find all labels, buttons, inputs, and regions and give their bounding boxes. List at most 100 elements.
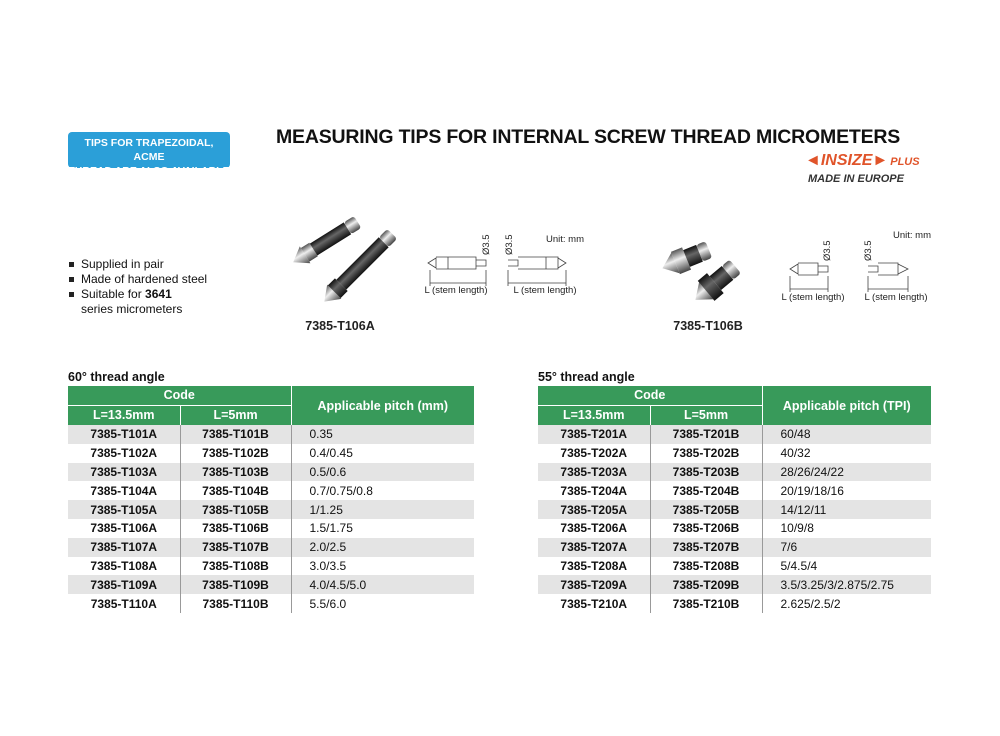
code-cell: 7385-T102B xyxy=(180,443,292,463)
length-label: L (stem length) xyxy=(864,292,927,303)
pitch-cell: 2.625/2.5/2 xyxy=(780,596,841,611)
table-row: 7385-T205A 7385-T205B 14/12/11 xyxy=(538,500,931,519)
code-cell: 7385-T207B xyxy=(650,537,763,557)
pitch-cell: 28/26/24/22 xyxy=(762,462,931,482)
code-cell: 7385-T210A xyxy=(538,594,651,613)
code-cell: 7385-T205B xyxy=(650,500,763,519)
pitch-cell: 10/9/8 xyxy=(780,521,814,536)
tip-image xyxy=(695,260,740,301)
table-row: 7385-T208A 7385-T208B 5/4.5/4 xyxy=(538,556,931,576)
feature: Made of hardened steel xyxy=(68,272,207,287)
table-row: 7385-T209A 7385-T209B 3.5/3.25/3/2.875/2.7… xyxy=(538,575,931,595)
pitch-cell: 7/6 xyxy=(762,537,931,557)
code-cell: 7385-T107A xyxy=(68,537,181,557)
table-row: 7385-T103A 7385-T103B 0.5/0.6 xyxy=(68,462,474,482)
code-cell: 7385-T101B xyxy=(180,425,292,444)
code-cell: 7385-T201A xyxy=(538,425,651,444)
pitch-cell: 2.0/2.5 xyxy=(291,537,474,557)
feature-list: Supplied in pair Made of hardened steel … xyxy=(68,257,207,317)
code-cell: 7385-T206A xyxy=(538,518,651,538)
code-cell: 7385-T205A xyxy=(538,500,651,519)
code-cell: 7385-T105B xyxy=(180,500,292,519)
tip-image xyxy=(662,242,712,275)
diameter-label: Ø3.5 xyxy=(863,240,874,261)
code-cell: 7385-T209B xyxy=(650,575,763,595)
pitch-cell: 5.5/6.0 xyxy=(309,596,347,611)
code-header: Code xyxy=(538,386,762,406)
table-row: 7385-T110A 7385-T110B 5.5/6.0 xyxy=(68,594,474,613)
table-row: 7385-T105A 7385-T105B 1/1.25 xyxy=(68,500,474,519)
pitch-table: Code Applicable pitch (TPI) L=13.5mm L=5mm 7… xyxy=(538,386,931,613)
column-header: L=5mm xyxy=(650,405,763,425)
table-row: 7385-T202A 7385-T202B 40/32 xyxy=(538,443,931,463)
pitch-header: Applicable pitch (mm) xyxy=(290,386,474,425)
code-cell: 7385-T106B xyxy=(180,518,292,538)
column-header: L=13.5mm xyxy=(68,405,181,425)
length-label: L (stem length) xyxy=(513,285,576,296)
code-cell: 7385-T202B xyxy=(650,443,763,463)
page-title: MEASURING TIPS FOR INTERNAL SCREW THREAD… xyxy=(276,126,901,148)
badge-line: TIPS FOR TRAPEZOIDAL, ACME xyxy=(84,137,214,163)
code-cell: 7385-T110A xyxy=(68,594,181,613)
brand-name: INSIZE xyxy=(820,152,873,169)
code-cell: 7385-T207A xyxy=(538,537,651,557)
origin: MADE IN EUROPE xyxy=(808,173,904,185)
code-cell: 7385-T109B xyxy=(180,575,292,595)
code-cell: 7385-T210B xyxy=(650,594,763,613)
table-row: 7385-T102A 7385-T102B 0.4/0.45 xyxy=(68,443,474,463)
table-row: 7385-T104A 7385-T104B 0.7/0.75/0.8 xyxy=(68,481,474,501)
table-caption: 60° thread angle xyxy=(68,370,165,384)
tip-image xyxy=(324,230,396,302)
table-row: 7385-T201A 7385-T201B 60/48 xyxy=(538,425,931,444)
pitch-cell: 4.0/4.5/5.0 xyxy=(291,575,474,595)
code-cell: 7385-T101A xyxy=(68,425,181,444)
pitch-cell: 40/32 xyxy=(780,446,811,461)
table-row: 7385-T108A 7385-T108B 3.0/3.5 xyxy=(68,556,474,576)
table-row: 7385-T106A 7385-T106B 1.5/1.75 xyxy=(68,518,474,538)
column-header: L=5mm xyxy=(180,405,292,425)
length-label: L (stem length) xyxy=(781,292,844,303)
badge-line: THREAD ARE ALSO AVAILABLE xyxy=(68,165,230,177)
code-cell: 7385-T201B xyxy=(650,425,763,444)
code-cell: 7385-T203A xyxy=(538,462,651,482)
brand-suffix: PLUS xyxy=(890,156,920,168)
code-cell: 7385-T208A xyxy=(538,556,651,576)
table-row: 7385-T107A 7385-T107B 2.0/2.5 xyxy=(68,537,474,557)
code-cell: 7385-T109A xyxy=(68,575,181,595)
code-cell: 7385-T104A xyxy=(68,481,181,501)
feature: Supplied in pair xyxy=(68,257,207,272)
product-code: 7385-T106B xyxy=(673,319,743,333)
feature: Suitable for 3641 series micrometers xyxy=(68,287,207,317)
code-cell: 7385-T206B xyxy=(650,518,763,538)
pitch-cell: 3.0/3.5 xyxy=(309,558,347,573)
diameter-label: Ø3.5 xyxy=(504,234,515,255)
code-cell: 7385-T103B xyxy=(180,462,292,482)
code-cell: 7385-T209A xyxy=(538,575,651,595)
code-cell: 7385-T106A xyxy=(68,518,181,538)
brand: ◄INSIZE► PLUS xyxy=(805,152,920,169)
code-cell: 7385-T103A xyxy=(68,462,181,482)
diameter-label: Ø3.5 xyxy=(822,240,833,261)
pitch-cell: 0.7/0.75/0.8 xyxy=(309,483,373,498)
pitch-table: Code Applicable pitch (mm) L=13.5mm L=5mm 73… xyxy=(68,386,474,613)
unit-label: Unit: mm xyxy=(893,230,931,241)
code-cell: 7385-T104B xyxy=(180,481,292,501)
pitch-cell: 0.4/0.45 xyxy=(309,446,353,461)
table-row: 7385-T207A 7385-T207B 7/6 xyxy=(538,537,931,557)
pitch-cell: 3.5/3.25/3/2.875/2.75 xyxy=(762,575,931,595)
code-cell: 7385-T107B xyxy=(180,537,292,557)
code-cell: 7385-T208B xyxy=(650,556,763,576)
code-header: Code xyxy=(68,386,291,406)
pitch-cell: 14/12/11 xyxy=(762,500,931,519)
code-cell: 7385-T108B xyxy=(180,556,292,576)
feature-bold: 3641 xyxy=(145,287,172,301)
pitch-cell: 5/4.5/4 xyxy=(780,558,818,573)
pitch-header: Applicable pitch (TPI) xyxy=(761,386,931,425)
length-label: L (stem length) xyxy=(424,285,487,296)
code-cell: 7385-T204B xyxy=(650,481,763,501)
column-header: L=13.5mm xyxy=(538,405,651,425)
tip-image xyxy=(293,217,361,264)
